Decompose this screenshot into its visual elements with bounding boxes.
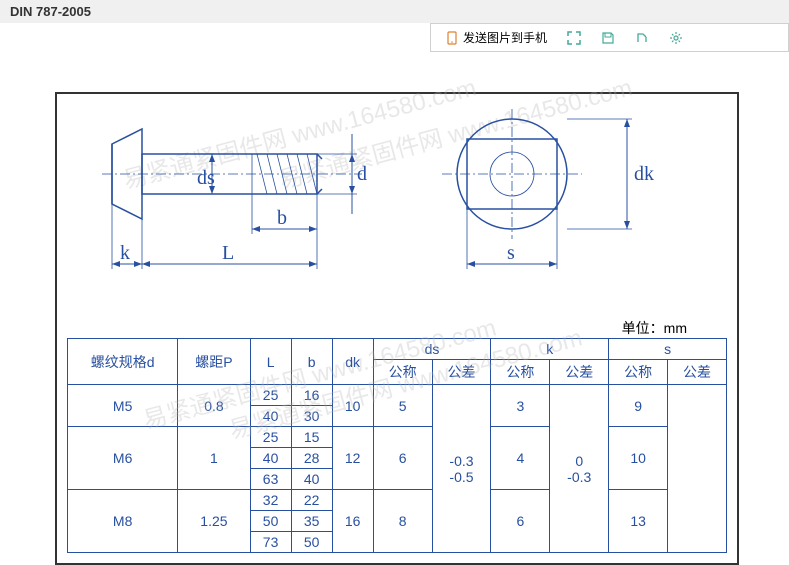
share-button[interactable] xyxy=(629,29,655,47)
cell-ds-n: 6 xyxy=(373,427,432,490)
cell-b: 15 xyxy=(291,427,332,448)
svg-text:ds: ds xyxy=(197,167,215,189)
col-dk: dk xyxy=(332,339,373,385)
cell-L: 25 xyxy=(250,427,291,448)
gear-icon xyxy=(669,31,683,45)
cell-dk: 10 xyxy=(332,385,373,427)
content-panel: 易紧通紧固件网 www.164580.com 易紧通紧固件网 www.16458… xyxy=(55,92,739,565)
table-row: M612515126410 xyxy=(68,427,727,448)
mobile-icon xyxy=(445,31,459,45)
col-ds-tol: 公差 xyxy=(432,360,491,385)
col-s-nom: 公称 xyxy=(609,360,668,385)
cell-L: 40 xyxy=(250,406,291,427)
cell-b: 22 xyxy=(291,490,332,511)
unit-label: 单位：mm xyxy=(67,318,727,338)
table-row: M50.82516105-0.3 -0.530 -0.39 xyxy=(68,385,727,406)
table-row: M81.253222168613 xyxy=(68,490,727,511)
save-button[interactable] xyxy=(595,29,621,47)
save-icon xyxy=(601,31,615,45)
share-icon xyxy=(635,31,649,45)
cell-b: 40 xyxy=(291,469,332,490)
cell-s-n: 10 xyxy=(609,427,668,490)
cell-p: 0.8 xyxy=(178,385,250,427)
col-pitch: 螺距P xyxy=(178,339,250,385)
cell-b: 16 xyxy=(291,385,332,406)
page-title: DIN 787-2005 xyxy=(0,0,101,23)
svg-text:s: s xyxy=(507,242,515,264)
col-s: s xyxy=(609,339,727,360)
cell-b: 28 xyxy=(291,448,332,469)
cell-k-n: 3 xyxy=(491,385,550,427)
expand-button[interactable] xyxy=(561,29,587,47)
cell-b: 30 xyxy=(291,406,332,427)
send-to-mobile-button[interactable]: 发送图片到手机 xyxy=(439,27,553,48)
cell-p: 1.25 xyxy=(178,490,250,553)
cell-b: 50 xyxy=(291,532,332,553)
cell-d: M6 xyxy=(68,427,178,490)
cell-L: 25 xyxy=(250,385,291,406)
cell-L: 73 xyxy=(250,532,291,553)
cell-k-t: 0 -0.3 xyxy=(550,385,609,553)
cell-L: 63 xyxy=(250,469,291,490)
technical-drawing: ds d b L xyxy=(67,104,727,314)
svg-text:k: k xyxy=(120,242,130,264)
svg-text:d: d xyxy=(357,163,367,185)
cell-L: 50 xyxy=(250,511,291,532)
cell-dk: 12 xyxy=(332,427,373,490)
col-k-tol: 公差 xyxy=(550,360,609,385)
col-ds: ds xyxy=(373,339,491,360)
send-label: 发送图片到手机 xyxy=(463,29,547,46)
cell-ds-n: 8 xyxy=(373,490,432,553)
cell-k-n: 6 xyxy=(491,490,550,553)
spec-table: 螺纹规格d 螺距P L b dk ds k s 公称 公差 公称 公差 公称 公… xyxy=(67,338,727,553)
col-thread: 螺纹规格d xyxy=(68,339,178,385)
cell-L: 32 xyxy=(250,490,291,511)
cell-s-n: 13 xyxy=(609,490,668,553)
settings-button[interactable] xyxy=(663,29,689,47)
cell-ds-n: 5 xyxy=(373,385,432,427)
cell-p: 1 xyxy=(178,427,250,490)
cell-d: M8 xyxy=(68,490,178,553)
col-ds-nom: 公称 xyxy=(373,360,432,385)
cell-L: 40 xyxy=(250,448,291,469)
svg-text:L: L xyxy=(222,242,234,264)
cell-b: 35 xyxy=(291,511,332,532)
cell-k-n: 4 xyxy=(491,427,550,490)
col-s-tol: 公差 xyxy=(668,360,727,385)
col-b: b xyxy=(291,339,332,385)
toolbar: 发送图片到手机 xyxy=(430,23,789,52)
col-L: L xyxy=(250,339,291,385)
svg-text:dk: dk xyxy=(634,163,654,185)
expand-icon xyxy=(567,31,581,45)
cell-s-t xyxy=(668,385,727,553)
cell-ds-t: -0.3 -0.5 xyxy=(432,385,491,553)
col-k: k xyxy=(491,339,609,360)
cell-dk: 16 xyxy=(332,490,373,553)
cell-s-n: 9 xyxy=(609,385,668,427)
svg-text:b: b xyxy=(277,207,287,229)
cell-d: M5 xyxy=(68,385,178,427)
col-k-nom: 公称 xyxy=(491,360,550,385)
